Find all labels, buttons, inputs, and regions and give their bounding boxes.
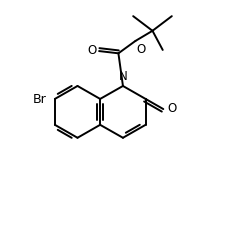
Text: O: O bbox=[136, 43, 145, 56]
Text: O: O bbox=[87, 44, 96, 57]
Text: N: N bbox=[118, 70, 127, 83]
Text: O: O bbox=[167, 102, 176, 115]
Text: Br: Br bbox=[33, 93, 47, 106]
